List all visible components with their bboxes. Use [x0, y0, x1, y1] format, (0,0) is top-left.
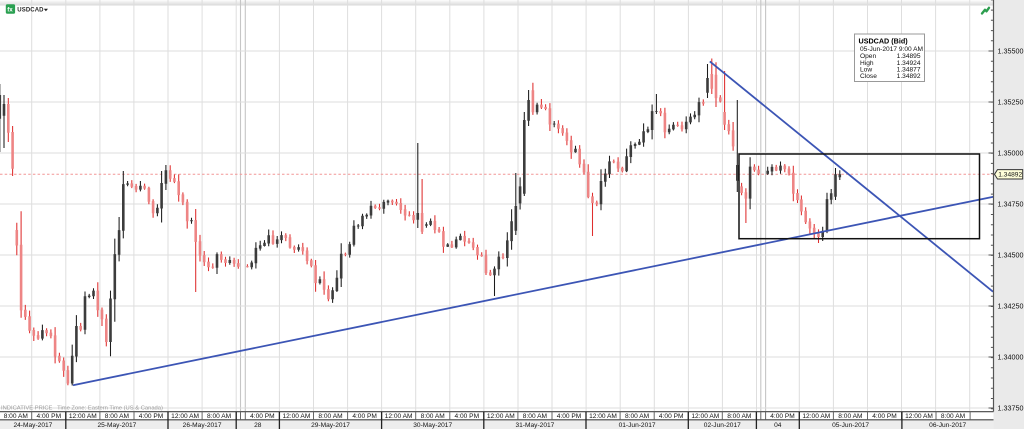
svg-text:4:00 PM: 4:00 PM	[139, 413, 164, 420]
svg-text:1.33750: 1.33750	[998, 403, 1024, 412]
svg-text:8:00 AM: 8:00 AM	[207, 413, 231, 420]
svg-text:25-May-2017: 25-May-2017	[97, 422, 136, 429]
svg-text:USDCAD: USDCAD	[17, 7, 44, 13]
svg-text:4:00 PM: 4:00 PM	[770, 413, 795, 420]
svg-text:USDCAD (Bid): USDCAD (Bid)	[859, 37, 909, 46]
svg-text:05-Jun-2017: 05-Jun-2017	[832, 422, 869, 429]
svg-text:Open: Open	[860, 53, 876, 60]
svg-text:8:00 AM: 8:00 AM	[4, 413, 28, 420]
svg-text:1.34250: 1.34250	[998, 301, 1024, 310]
svg-text:Close: Close	[860, 73, 877, 80]
svg-text:1.34924: 1.34924	[897, 60, 921, 67]
svg-text:4:00 PM: 4:00 PM	[455, 413, 480, 420]
svg-text:1.34892: 1.34892	[897, 73, 921, 80]
svg-text:8:00 AM: 8:00 AM	[941, 413, 965, 420]
svg-text:fx: fx	[7, 6, 13, 13]
svg-text:1.35000: 1.35000	[998, 148, 1024, 157]
svg-text:4:00 PM: 4:00 PM	[250, 413, 275, 420]
svg-text:31-May-2017: 31-May-2017	[515, 422, 554, 429]
svg-text:4:00 PM: 4:00 PM	[659, 413, 684, 420]
svg-text:24-May-2017: 24-May-2017	[13, 422, 52, 429]
svg-text:30-May-2017: 30-May-2017	[413, 422, 452, 429]
svg-text:12:00 AM: 12:00 AM	[282, 413, 310, 420]
svg-text:8:00 AM: 8:00 AM	[523, 413, 547, 420]
svg-text:8:00 AM: 8:00 AM	[318, 413, 342, 420]
svg-text:1.35500: 1.35500	[998, 46, 1024, 55]
svg-text:8:00 AM: 8:00 AM	[838, 413, 862, 420]
svg-text:12:00 AM: 12:00 AM	[385, 413, 413, 420]
svg-text:28: 28	[254, 422, 262, 429]
svg-text:1.34892: 1.34892	[998, 172, 1022, 179]
svg-text:High: High	[860, 60, 874, 67]
svg-text:1.34750: 1.34750	[998, 199, 1024, 208]
svg-text:02-Jun-2017: 02-Jun-2017	[704, 422, 741, 429]
svg-text:12:00 AM: 12:00 AM	[487, 413, 515, 420]
svg-text:INDICATIVE PRICE Time Zone:: INDICATIVE PRICE Time Zone: Eastern Time…	[1, 406, 163, 412]
svg-text:01-Jun-2017: 01-Jun-2017	[619, 422, 656, 429]
svg-text:1.35250: 1.35250	[998, 97, 1024, 106]
svg-text:8:00 AM: 8:00 AM	[625, 413, 649, 420]
svg-text:05-Jun-2017 9:00 AM: 05-Jun-2017 9:00 AM	[860, 46, 923, 53]
svg-text:4:00 PM: 4:00 PM	[352, 413, 377, 420]
svg-text:12:00 AM: 12:00 AM	[171, 413, 199, 420]
svg-text:06-Jun-2017: 06-Jun-2017	[929, 422, 966, 429]
svg-text:8:00 AM: 8:00 AM	[105, 413, 129, 420]
svg-text:26-May-2017: 26-May-2017	[183, 422, 222, 429]
svg-text:4:00 PM: 4:00 PM	[557, 413, 582, 420]
svg-text:1.34000: 1.34000	[998, 352, 1024, 361]
svg-text:12:00 AM: 12:00 AM	[589, 413, 617, 420]
svg-text:8:00 AM: 8:00 AM	[421, 413, 445, 420]
svg-text:1.34877: 1.34877	[897, 66, 921, 73]
svg-text:12:00 AM: 12:00 AM	[905, 413, 933, 420]
svg-text:1.34500: 1.34500	[998, 250, 1024, 259]
svg-text:4:00 PM: 4:00 PM	[872, 413, 897, 420]
svg-text:04: 04	[774, 422, 782, 429]
svg-text:Low: Low	[860, 66, 872, 73]
svg-text:29-May-2017: 29-May-2017	[311, 422, 350, 429]
svg-text:4:00 PM: 4:00 PM	[37, 413, 62, 420]
svg-text:12:00 AM: 12:00 AM	[802, 413, 830, 420]
svg-text:12:00 AM: 12:00 AM	[69, 413, 97, 420]
svg-text:1.34895: 1.34895	[897, 53, 921, 60]
svg-text:8:00 AM: 8:00 AM	[727, 413, 751, 420]
svg-text:12:00 AM: 12:00 AM	[691, 413, 719, 420]
